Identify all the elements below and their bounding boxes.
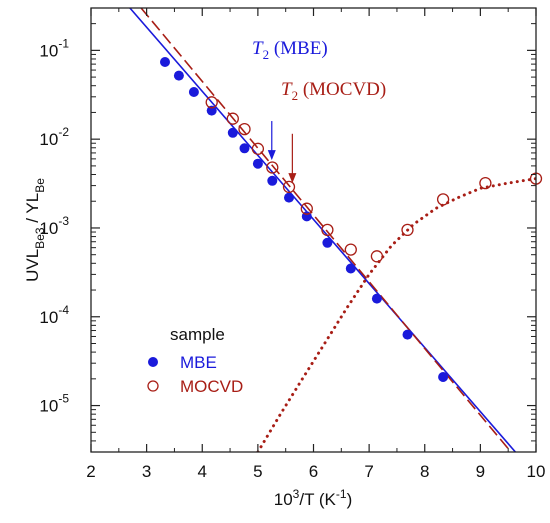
legend: sample MBE MOCVD bbox=[147, 325, 243, 396]
arrow-head-mbe bbox=[267, 150, 276, 161]
annotations bbox=[267, 121, 297, 184]
point-mocvd bbox=[266, 161, 279, 174]
point-mocvd bbox=[436, 193, 450, 206]
legend-marker-mbe bbox=[148, 357, 158, 367]
x-tick-label: 2 bbox=[86, 462, 95, 481]
x-axis-title: 103/T (K-1) bbox=[274, 487, 352, 509]
fit-line-mocvd-dashed bbox=[140, 8, 512, 452]
x-tick-label: 6 bbox=[309, 462, 318, 481]
point-mocvd bbox=[370, 250, 384, 263]
point-mbe bbox=[371, 293, 382, 304]
point-mbe bbox=[206, 105, 217, 116]
x-tick-label: 4 bbox=[198, 462, 207, 481]
point-mocvd bbox=[251, 142, 265, 155]
point-mocvd bbox=[300, 202, 313, 215]
arrow-head-mocvd bbox=[288, 173, 297, 184]
legend-label-mbe: MBE bbox=[180, 353, 217, 372]
point-mbe bbox=[438, 372, 449, 382]
annotation-mocvd: T2 (MOCVD) bbox=[281, 79, 386, 103]
fit-lines bbox=[129, 8, 536, 452]
point-mbe bbox=[267, 175, 278, 186]
point-mocvd bbox=[344, 243, 357, 256]
point-mbe bbox=[173, 70, 184, 81]
point-mocvd bbox=[282, 180, 296, 194]
x-tick-label: 7 bbox=[364, 462, 373, 481]
y-tick-label: 10-5 bbox=[39, 392, 69, 416]
axes: 2 3 4 5 6 7 8 9 10 10-5 10-4 10-3 10-2 10-1 bbox=[39, 7, 546, 481]
point-mbe bbox=[160, 57, 170, 67]
x-tick-label: 5 bbox=[253, 462, 262, 481]
point-mbe bbox=[227, 127, 238, 138]
x-tick-label: 10 bbox=[527, 462, 546, 481]
point-mbe bbox=[322, 237, 333, 248]
y-axis-title: UVLBe3 / YLBe bbox=[23, 178, 47, 282]
point-mocvd bbox=[401, 223, 414, 237]
point-mbe bbox=[345, 263, 356, 274]
point-mbe bbox=[402, 329, 413, 340]
legend-marker-mocvd bbox=[147, 380, 159, 392]
x-tick-label: 9 bbox=[476, 462, 485, 481]
y-tick-label: 10-2 bbox=[39, 125, 69, 149]
y-tick-label: 10-1 bbox=[39, 36, 69, 60]
annotation-mbe: T2 (MBE) bbox=[252, 38, 328, 62]
point-mocvd bbox=[479, 176, 492, 190]
point-mocvd bbox=[205, 96, 218, 109]
point-mbe bbox=[188, 87, 199, 97]
x-tick-label: 8 bbox=[420, 462, 429, 481]
point-mbe bbox=[239, 143, 250, 154]
fit-line-mocvd-dotted bbox=[256, 177, 536, 452]
data-points bbox=[160, 57, 543, 382]
y-tick-label: 10-3 bbox=[39, 214, 69, 238]
legend-title: sample bbox=[170, 325, 225, 344]
fit-line-mbe-solid bbox=[129, 8, 517, 452]
point-mocvd bbox=[238, 122, 251, 136]
point-mbe bbox=[284, 192, 294, 203]
y-tick-label: 10-4 bbox=[39, 303, 69, 327]
point-mbe bbox=[252, 158, 263, 169]
x-tick-label: 3 bbox=[142, 462, 151, 481]
legend-label-mocvd: MOCVD bbox=[180, 377, 243, 396]
point-mocvd bbox=[321, 223, 334, 237]
point-mocvd bbox=[226, 112, 239, 125]
